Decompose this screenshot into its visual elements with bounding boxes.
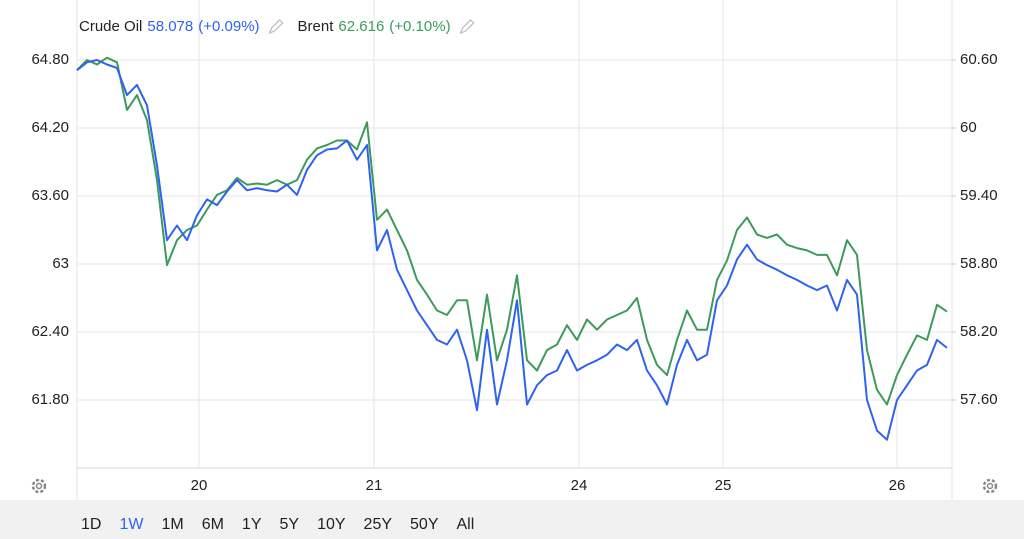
series-line: [76, 59, 948, 441]
range-button[interactable]: 6M: [202, 516, 224, 533]
y2-tick-label: 57.60: [960, 391, 998, 408]
y2-tick-label: 60: [960, 119, 977, 136]
settings-icon-right[interactable]: [982, 478, 998, 494]
legend-change: (+0.09%): [198, 18, 259, 35]
plot-area: [76, 0, 952, 468]
range-button[interactable]: 50Y: [410, 516, 439, 533]
range-button-active[interactable]: 1W: [119, 516, 144, 533]
legend-name: Brent: [298, 18, 335, 35]
x-tick-label: 24: [571, 477, 588, 494]
y2-tick-label: 59.40: [960, 187, 998, 204]
edit-icon[interactable]: [268, 19, 284, 35]
y-tick-label: 63: [52, 255, 69, 272]
y2-tick-label: 58.20: [960, 323, 998, 340]
edit-icon[interactable]: [459, 19, 475, 35]
legend-name: Crude Oil: [79, 18, 142, 35]
range-button[interactable]: 1Y: [242, 516, 262, 533]
settings-icon-left[interactable]: [31, 478, 47, 494]
x-tick-label: 20: [191, 477, 208, 494]
y-tick-label: 64.20: [31, 119, 69, 136]
x-tick-label: 26: [889, 477, 906, 494]
range-button[interactable]: 10Y: [317, 516, 346, 533]
legend-value: 58.078: [147, 18, 193, 35]
legend-change: (+0.10%): [389, 18, 450, 35]
range-button[interactable]: 1M: [161, 516, 183, 533]
y-tick-label: 64.80: [31, 51, 69, 68]
range-button[interactable]: 25Y: [364, 516, 393, 533]
gear[interactable]: [31, 478, 47, 494]
y2-tick-label: 58.80: [960, 255, 998, 272]
x-tick-label: 21: [366, 477, 383, 494]
gear-hub[interactable]: [35, 482, 43, 490]
series-line: [76, 56, 948, 406]
range-button[interactable]: 5Y: [280, 516, 300, 533]
range-button[interactable]: All: [456, 516, 474, 533]
range-button[interactable]: 1D: [81, 516, 101, 533]
y-tick-label: 63.60: [31, 187, 69, 204]
range-bar: [0, 500, 1024, 539]
gear[interactable]: [982, 478, 998, 494]
y-tick-label: 62.40: [31, 323, 69, 340]
legend: Crude Oil 58.078 (+0.09%) Brent 62.616 (+0.10…: [79, 18, 475, 35]
y2-tick-label: 60.60: [960, 51, 998, 68]
legend-value: 62.616: [338, 18, 384, 35]
y-tick-label: 61.80: [31, 391, 69, 408]
x-tick-label: 25: [715, 477, 732, 494]
gear-hub[interactable]: [986, 482, 994, 490]
